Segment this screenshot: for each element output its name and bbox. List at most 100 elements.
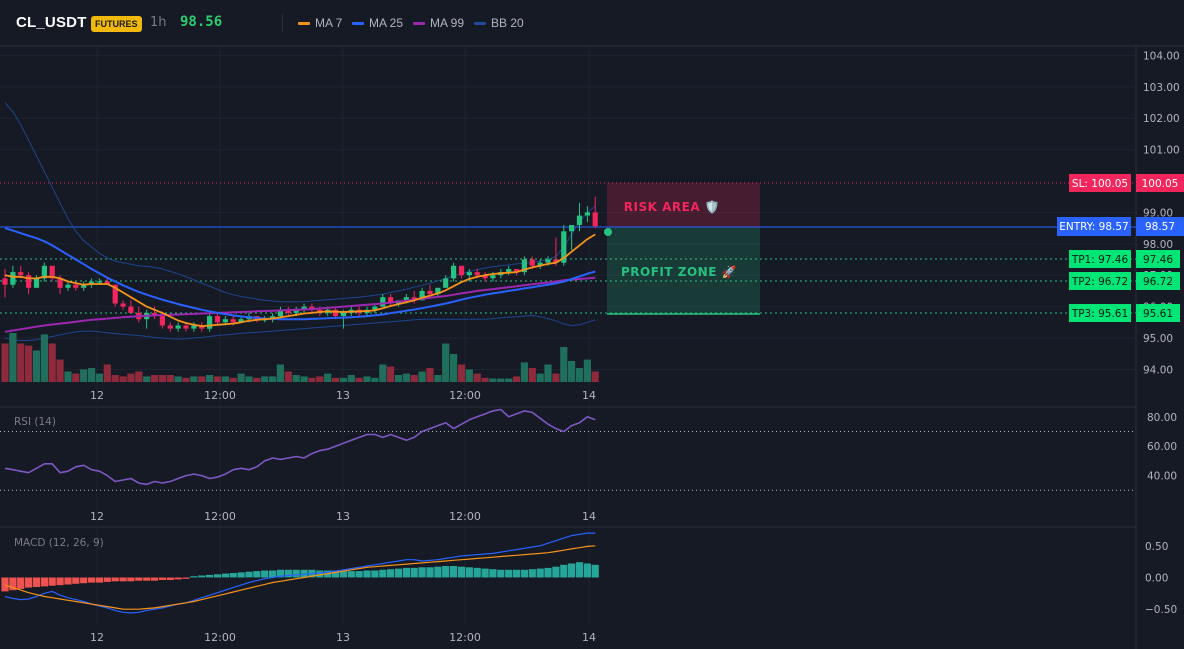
candle-body <box>332 309 339 317</box>
volume-bar <box>528 368 536 382</box>
macd-histogram-bar <box>473 567 481 578</box>
legend-ma7[interactable]: MA 7 <box>298 16 342 30</box>
macd-histogram-bar <box>583 563 591 578</box>
legend-ma99-label: MA 99 <box>430 16 465 30</box>
macd-histogram-bar <box>269 570 277 578</box>
volume-bar <box>174 376 182 382</box>
legend-bb20[interactable]: BB 20 <box>474 16 524 30</box>
macd-histogram-bar <box>410 567 418 578</box>
volume-bar <box>489 378 497 382</box>
volume-bar <box>457 364 466 382</box>
macd-histogram-bar <box>103 577 111 582</box>
macd-histogram-bar <box>245 571 253 578</box>
volume-bar <box>40 334 48 382</box>
symbol-label[interactable]: CL_USDT <box>16 14 87 31</box>
candle-body <box>372 306 378 310</box>
candle-body <box>537 262 543 266</box>
macd-histogram-bar <box>316 570 324 578</box>
price-tick-label: 102.00 <box>1143 113 1180 125</box>
volume-bar <box>544 364 552 382</box>
volume-bar <box>591 371 599 382</box>
candle-body <box>10 272 16 285</box>
macd-histogram-bar <box>64 577 72 585</box>
volume-bar <box>450 354 458 382</box>
macd-histogram-bar <box>276 569 284 578</box>
candle-body <box>120 303 126 307</box>
volume-bar <box>418 371 426 382</box>
macd-histogram-bar <box>221 573 229 578</box>
volume-bar <box>245 376 253 382</box>
bollinger-bands <box>4 102 596 341</box>
macd-histogram-bar <box>520 569 528 578</box>
volume-bar <box>80 369 88 382</box>
volume-bar <box>229 377 237 382</box>
candle-body <box>270 316 276 320</box>
legend-ma7-label: MA 7 <box>315 16 343 30</box>
macd-histogram-bar <box>292 569 300 578</box>
macd-panel-label: MACD (12, 26, 9) <box>14 537 104 549</box>
rsi-tick-label: 80.00 <box>1147 412 1177 424</box>
macd-histogram-bar <box>331 570 340 578</box>
macd-histogram-bar <box>17 577 25 589</box>
candle-body <box>458 265 465 276</box>
macd-histogram-bar <box>387 569 395 578</box>
macd-histogram-bar <box>481 568 489 578</box>
candle-body <box>592 212 598 227</box>
volume-bar <box>88 368 96 382</box>
candle-body <box>443 278 449 288</box>
tp1-price-label: 97.46 <box>1143 254 1173 266</box>
header-divider <box>282 14 283 32</box>
macd-histogram-bar <box>402 567 410 578</box>
last-price-marker <box>604 228 612 236</box>
timeframe-label[interactable]: 1h <box>150 15 167 30</box>
volume-bar <box>473 373 481 382</box>
volume-bar <box>17 343 25 382</box>
candle-body <box>451 265 457 279</box>
macd-panel: 0.50 0.00 −0.50 <box>1 532 1177 616</box>
volume-bar <box>1 343 9 382</box>
candle-body <box>238 319 244 323</box>
candle-body <box>207 316 213 329</box>
candle-body <box>73 284 79 288</box>
price-tick-label: 95.00 <box>1143 333 1173 345</box>
legend-ma25[interactable]: MA 25 <box>352 16 403 30</box>
last-price: 98.56 <box>180 14 223 30</box>
macd-histogram-bar <box>347 571 355 578</box>
macd-tick-label: −0.50 <box>1145 604 1177 616</box>
legend-ma99-swatch <box>413 21 425 25</box>
macd-histogram-bar <box>143 577 151 581</box>
legend-ma7-swatch <box>298 21 310 25</box>
volume-bar <box>135 371 143 382</box>
macd-histogram-bar <box>25 577 33 588</box>
candle-body <box>388 297 394 304</box>
volume-bar <box>261 376 269 382</box>
macd-histogram-bar <box>95 577 103 583</box>
price-tick-label: 99.00 <box>1143 207 1173 219</box>
volume-bar <box>300 376 308 382</box>
volume-bar <box>95 373 103 382</box>
volume-bar <box>363 376 371 382</box>
time-tick-label: 14 <box>582 631 596 644</box>
macd-histogram-bar <box>434 566 442 578</box>
macd-histogram-bar <box>552 566 560 578</box>
macd-histogram-bar <box>363 570 371 578</box>
macd-histogram-bar <box>426 567 434 578</box>
macd-line <box>4 532 596 614</box>
time-tick-label: 12:00 <box>449 389 481 402</box>
candle-body <box>490 275 496 279</box>
rsi-line <box>4 408 596 486</box>
chart-header: CL_USDT FUTURES 1h 98.56 MA 7 MA 25 MA 9… <box>0 0 1184 46</box>
ma7-line <box>4 233 596 328</box>
volume-bar <box>371 377 379 382</box>
macd-histogram-bar <box>135 577 143 581</box>
macd-tick-label: 0.50 <box>1145 541 1168 553</box>
legend-ma99[interactable]: MA 99 <box>413 16 464 30</box>
volume-bar <box>583 359 591 382</box>
candle-body <box>104 281 110 285</box>
volume-bar <box>276 364 284 382</box>
volume-bar <box>410 375 418 382</box>
volume-bar <box>402 373 410 382</box>
candle-body <box>222 319 228 323</box>
macd-histogram-bar <box>489 569 497 578</box>
